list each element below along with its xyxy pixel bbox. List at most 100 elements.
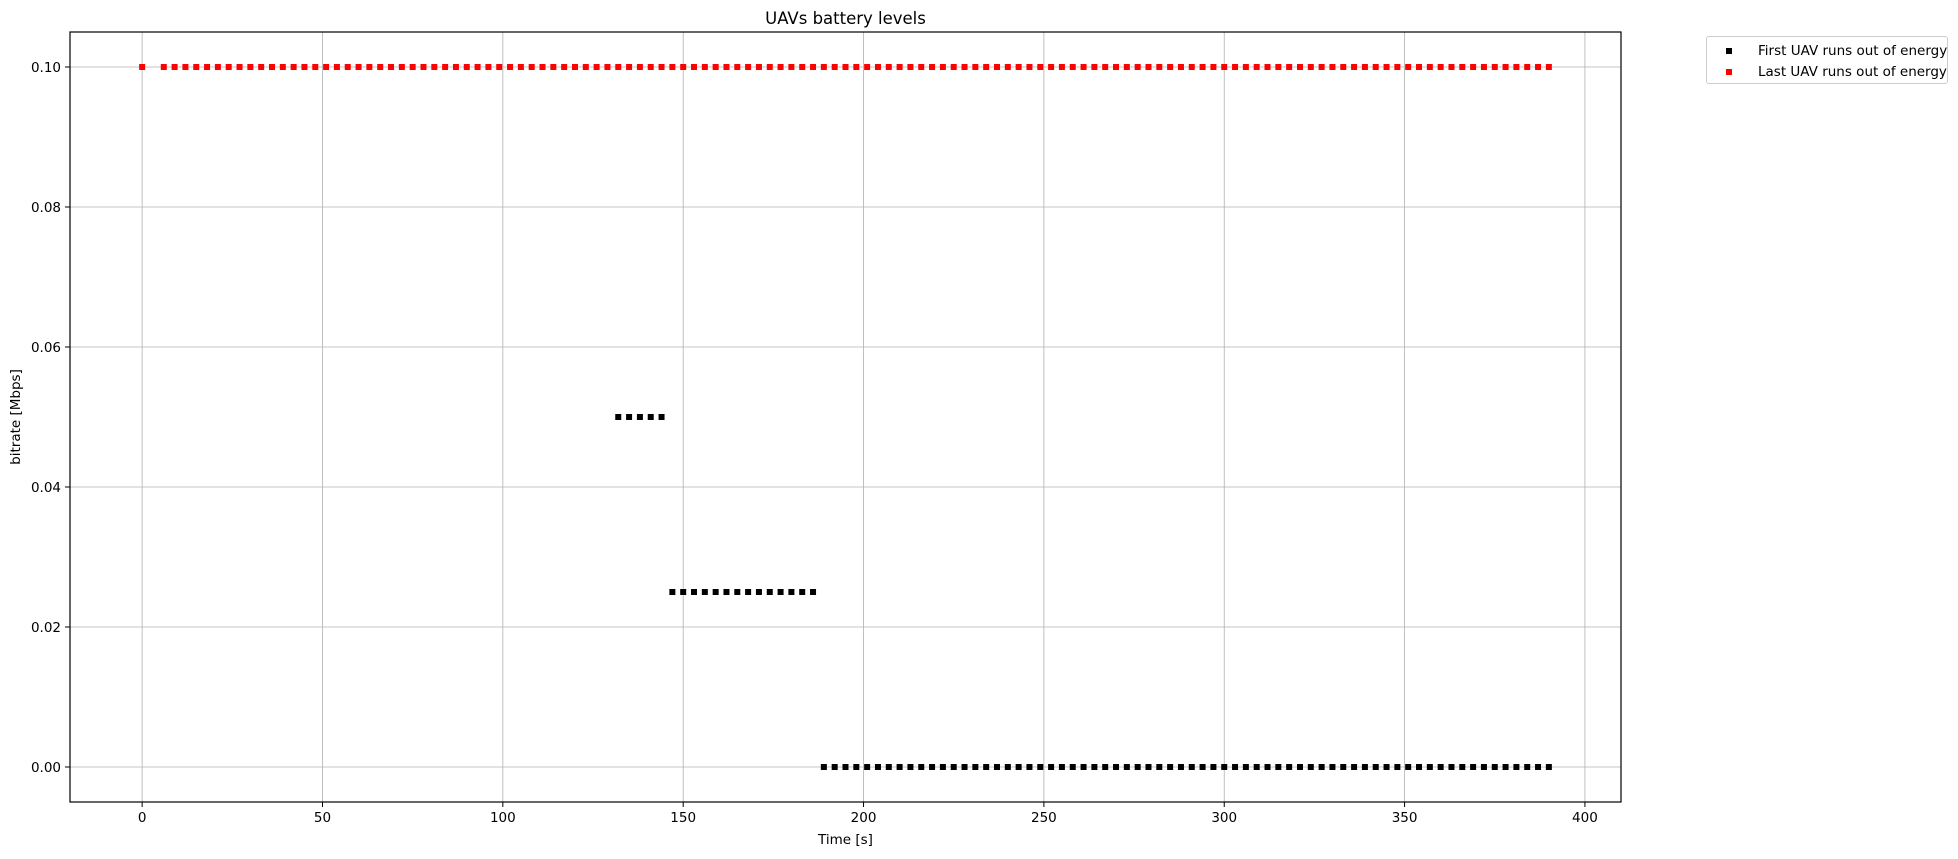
- data-point-last-uav: [615, 64, 622, 70]
- data-point-first-uav: [1535, 764, 1542, 770]
- data-point-last-uav: [636, 64, 643, 70]
- data-point-first-uav: [1545, 764, 1552, 770]
- x-tick-label: 400: [1572, 810, 1598, 826]
- data-point-first-uav: [1459, 764, 1466, 770]
- data-point-last-uav: [442, 64, 449, 70]
- data-point-last-uav: [496, 64, 503, 70]
- data-point-first-uav: [1491, 764, 1498, 770]
- data-point-first-uav: [961, 764, 968, 770]
- data-point-last-uav: [766, 64, 773, 70]
- data-point-first-uav: [1156, 764, 1163, 770]
- data-point-last-uav: [398, 64, 405, 70]
- data-point-last-uav: [582, 64, 589, 70]
- data-point-first-uav: [1210, 764, 1217, 770]
- data-point-first-uav: [734, 589, 741, 595]
- data-point-last-uav: [528, 64, 535, 70]
- x-tick-label: 200: [851, 810, 877, 826]
- data-point-last-uav: [788, 64, 795, 70]
- data-point-last-uav: [571, 64, 578, 70]
- data-point-last-uav: [755, 64, 762, 70]
- data-point-last-uav: [1102, 64, 1109, 70]
- data-point-last-uav: [1351, 64, 1358, 70]
- data-point-last-uav: [1491, 64, 1498, 70]
- data-point-first-uav: [820, 764, 827, 770]
- data-point-first-uav: [691, 589, 698, 595]
- legend: First UAV runs out of energy Last UAV ru…: [1706, 36, 1948, 84]
- data-point-last-uav: [323, 64, 330, 70]
- data-point-first-uav: [907, 764, 914, 770]
- data-point-last-uav: [1513, 64, 1520, 70]
- data-point-last-uav: [1210, 64, 1217, 70]
- data-point-first-uav: [1232, 764, 1239, 770]
- data-point-last-uav: [1535, 64, 1542, 70]
- data-point-last-uav: [420, 64, 427, 70]
- data-point-first-uav: [615, 414, 622, 420]
- data-point-last-uav: [214, 64, 221, 70]
- data-point-first-uav: [983, 764, 990, 770]
- data-point-first-uav: [1102, 764, 1109, 770]
- data-point-first-uav: [1026, 764, 1033, 770]
- data-point-last-uav: [701, 64, 708, 70]
- grid-layer: [70, 32, 1621, 802]
- data-point-last-uav: [1264, 64, 1271, 70]
- data-point-last-uav: [1167, 64, 1174, 70]
- data-point-last-uav: [810, 64, 817, 70]
- data-point-last-uav: [485, 64, 492, 70]
- data-point-first-uav: [1480, 764, 1487, 770]
- data-point-first-uav: [1286, 764, 1293, 770]
- data-point-last-uav: [1026, 64, 1033, 70]
- data-point-first-uav: [777, 589, 784, 595]
- data-point-first-uav: [1426, 764, 1433, 770]
- data-point-last-uav: [1296, 64, 1303, 70]
- data-point-first-uav: [1448, 764, 1455, 770]
- data-point-last-uav: [626, 64, 633, 70]
- data-point-last-uav: [1145, 64, 1152, 70]
- data-point-first-uav: [1470, 764, 1477, 770]
- data-point-first-uav: [1340, 764, 1347, 770]
- data-point-first-uav: [853, 764, 860, 770]
- data-point-last-uav: [993, 64, 1000, 70]
- data-point-last-uav: [1275, 64, 1282, 70]
- y-tick-label: 0.06: [31, 340, 61, 356]
- data-point-first-uav: [1253, 764, 1260, 770]
- data-point-first-uav: [1372, 764, 1379, 770]
- data-layer: [139, 64, 1552, 770]
- data-point-first-uav: [831, 764, 838, 770]
- data-point-last-uav: [1318, 64, 1325, 70]
- data-point-first-uav: [1048, 764, 1055, 770]
- data-point-last-uav: [1502, 64, 1509, 70]
- data-point-first-uav: [680, 589, 687, 595]
- data-point-last-uav: [1134, 64, 1141, 70]
- data-point-last-uav: [680, 64, 687, 70]
- data-point-last-uav: [658, 64, 665, 70]
- data-point-last-uav: [204, 64, 211, 70]
- data-point-last-uav: [777, 64, 784, 70]
- data-point-last-uav: [171, 64, 178, 70]
- data-point-first-uav: [1004, 764, 1011, 770]
- data-point-last-uav: [1307, 64, 1314, 70]
- data-point-first-uav: [636, 414, 643, 420]
- data-point-first-uav: [896, 764, 903, 770]
- data-point-last-uav: [1426, 64, 1433, 70]
- data-point-last-uav: [1069, 64, 1076, 70]
- data-point-last-uav: [1048, 64, 1055, 70]
- data-point-first-uav: [929, 764, 936, 770]
- x-tick-label: 300: [1211, 810, 1237, 826]
- data-point-last-uav: [1286, 64, 1293, 70]
- data-point-last-uav: [355, 64, 362, 70]
- axes-frame: [69, 31, 1622, 803]
- data-point-first-uav: [745, 589, 752, 595]
- y-axis-label: bitrate [Mbps]: [8, 369, 24, 465]
- data-point-last-uav: [1545, 64, 1552, 70]
- legend-entry-last-uav: Last UAV runs out of energy: [1721, 63, 1947, 81]
- data-point-last-uav: [961, 64, 968, 70]
- data-point-first-uav: [1123, 764, 1130, 770]
- legend-entry-first-uav: First UAV runs out of energy: [1721, 42, 1947, 60]
- data-point-first-uav: [993, 764, 1000, 770]
- data-point-last-uav: [593, 64, 600, 70]
- data-point-last-uav: [1080, 64, 1087, 70]
- data-point-last-uav: [1015, 64, 1022, 70]
- data-point-last-uav: [885, 64, 892, 70]
- data-point-last-uav: [247, 64, 254, 70]
- data-point-first-uav: [788, 589, 795, 595]
